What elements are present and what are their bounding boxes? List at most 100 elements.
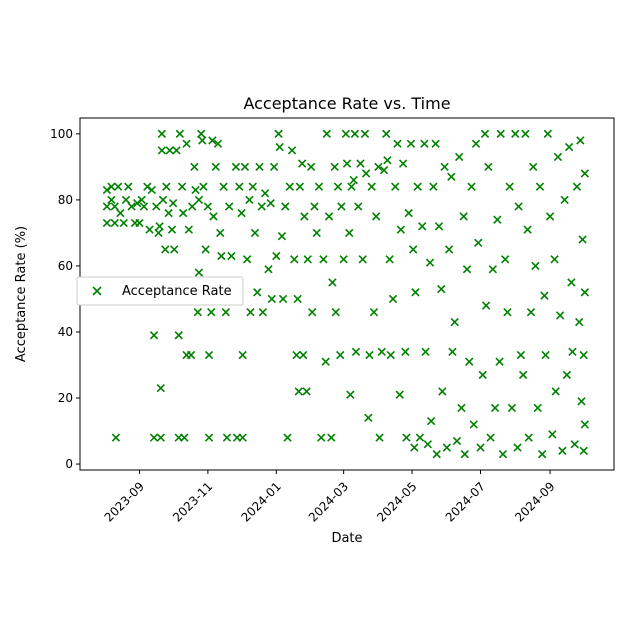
data-point	[406, 139, 416, 148]
data-point	[154, 228, 163, 238]
data-point	[299, 350, 308, 360]
data-point	[216, 228, 225, 238]
data-point	[295, 182, 305, 191]
data-point	[300, 212, 309, 221]
data-point	[179, 208, 188, 218]
data-point	[321, 357, 330, 366]
data-point	[102, 202, 112, 211]
data-point	[203, 202, 213, 211]
data-point	[137, 195, 146, 205]
data-point	[493, 215, 502, 224]
data-point	[164, 208, 173, 218]
data-point	[350, 129, 360, 139]
data-point	[576, 136, 585, 145]
data-point	[572, 182, 582, 191]
data-point	[564, 142, 574, 152]
data-point	[369, 307, 379, 317]
data-point	[558, 446, 567, 456]
data-point	[331, 307, 340, 317]
data-point	[319, 255, 328, 264]
data-point	[227, 251, 236, 261]
data-point	[264, 265, 273, 274]
data-point	[107, 182, 116, 191]
data-point	[324, 212, 334, 221]
data-point	[437, 284, 446, 294]
data-point	[272, 251, 281, 261]
data-point	[182, 139, 191, 148]
x-axis-title: Date	[331, 531, 362, 546]
data-point	[423, 440, 432, 449]
data-point	[507, 403, 517, 413]
data-point	[421, 347, 430, 356]
data-point	[267, 294, 277, 304]
data-point	[250, 228, 260, 238]
data-point	[413, 182, 422, 191]
y-tick-label: 100	[50, 127, 73, 141]
data-point	[204, 433, 214, 442]
data-point	[281, 202, 290, 211]
data-point	[496, 129, 505, 139]
data-point	[385, 255, 394, 264]
data-point	[360, 129, 370, 139]
data-point	[354, 202, 363, 211]
data-point	[431, 139, 440, 148]
data-point	[158, 195, 168, 205]
data-point	[245, 195, 254, 205]
data-point	[328, 278, 337, 287]
data-point	[149, 331, 159, 340]
data-point	[167, 225, 177, 234]
data-point	[175, 129, 185, 139]
data-point	[503, 307, 512, 317]
data-point	[474, 238, 483, 247]
data-point	[285, 182, 294, 191]
data-point	[199, 182, 208, 191]
data-point	[133, 199, 142, 208]
data-point	[551, 387, 560, 396]
data-point	[372, 212, 381, 221]
data-point	[277, 232, 287, 241]
data-point	[379, 166, 389, 175]
data-point	[110, 202, 119, 211]
data-point	[438, 387, 447, 396]
data-point	[257, 202, 266, 211]
data-point	[161, 245, 170, 254]
data-point	[194, 195, 204, 205]
data-point	[246, 307, 255, 317]
y-axis-title: Acceptance Rate (%)	[14, 226, 29, 362]
data-point	[225, 202, 234, 211]
data-point	[476, 443, 485, 452]
data-point	[513, 443, 522, 452]
data-point	[420, 139, 429, 148]
data-point	[156, 433, 165, 442]
data-point	[184, 225, 193, 234]
data-point	[339, 255, 348, 264]
data-point	[135, 218, 144, 228]
data-point	[396, 225, 406, 234]
y-tick-label: 60	[58, 259, 73, 273]
data-point	[388, 294, 398, 304]
data-point	[337, 202, 346, 211]
data-point	[434, 222, 444, 231]
data-point	[275, 142, 284, 152]
data-point	[258, 307, 268, 317]
data-point	[253, 288, 262, 297]
data-point	[149, 433, 159, 442]
data-point	[303, 255, 312, 264]
data-point	[170, 245, 179, 254]
data-point	[568, 347, 577, 356]
data-point	[580, 288, 589, 297]
data-point	[293, 294, 302, 304]
data-point	[457, 403, 466, 413]
data-point	[190, 162, 199, 172]
data-point	[110, 218, 119, 228]
data-point	[174, 331, 183, 340]
data-point	[186, 350, 196, 360]
data-point	[347, 182, 356, 191]
data-point	[143, 182, 152, 191]
data-point	[310, 202, 319, 211]
data-point	[426, 416, 436, 426]
data-point	[560, 195, 569, 205]
data-point	[526, 307, 536, 317]
data-point	[238, 433, 247, 442]
data-point	[505, 182, 514, 191]
